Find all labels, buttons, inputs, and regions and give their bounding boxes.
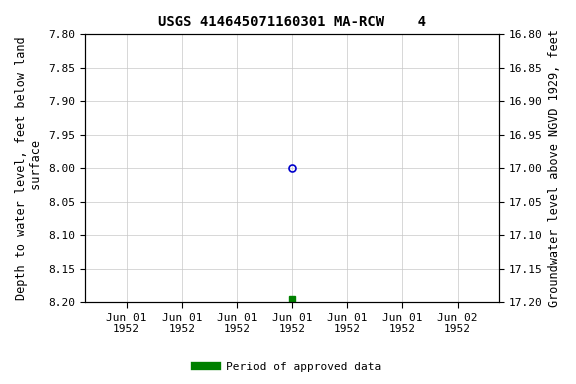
Title: USGS 414645071160301 MA-RCW    4: USGS 414645071160301 MA-RCW 4 <box>158 15 426 29</box>
Y-axis label: Groundwater level above NGVD 1929, feet: Groundwater level above NGVD 1929, feet <box>548 30 561 307</box>
Y-axis label: Depth to water level, feet below land
 surface: Depth to water level, feet below land su… <box>15 36 43 300</box>
Legend: Period of approved data: Period of approved data <box>191 358 385 377</box>
